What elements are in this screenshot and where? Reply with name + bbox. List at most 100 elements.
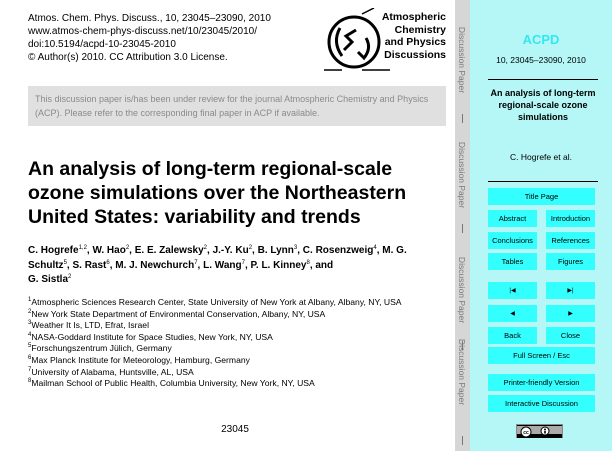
separator	[462, 114, 463, 123]
affiliation: 8Mailman School of Public Health, Columb…	[28, 378, 448, 390]
discussion-paper-strip: Discussion Paper Discussion Paper Discus…	[455, 0, 470, 451]
author-affiliation-index: 2	[203, 245, 207, 251]
affiliation-index: 2	[28, 308, 32, 315]
citation-header: Atmos. Chem. Phys. Discuss., 10, 23045–2…	[28, 12, 271, 64]
panel-citation: 10, 23045–23090, 2010	[496, 55, 586, 65]
logo-line: Atmospheric	[381, 11, 446, 23]
author-affiliation-index: 5	[63, 259, 67, 266]
author-affiliation-index: 4	[373, 245, 377, 251]
affiliation-text: University of Alabama, Huntsville, AL, U…	[31, 366, 194, 377]
separator	[462, 341, 463, 350]
author: E. E. Zalewsky2	[135, 245, 207, 256]
tables-button[interactable]: Tables	[488, 253, 537, 270]
affiliation: 2New York State Department of Environmen…	[28, 309, 448, 321]
author: P. L. Kinney8	[251, 260, 310, 271]
conclusions-button[interactable]: Conclusions	[488, 232, 537, 249]
author-affiliation-index: 3	[293, 245, 298, 251]
author: J.-Y. Ku2	[213, 245, 252, 256]
author: G. Sistla2	[28, 274, 71, 285]
author-affiliation-index: 7	[241, 259, 245, 266]
author-name: L. Wang	[203, 259, 242, 271]
divider	[488, 181, 598, 182]
review-notice: This discussion paper is/has been under …	[28, 86, 446, 126]
author-name: P. L. Kinney	[250, 259, 307, 271]
panel-authors: C. Hogrefe et al.	[510, 152, 572, 162]
previous-page-button[interactable]: ◀	[488, 305, 537, 322]
doi[interactable]: doi:10.5194/acpd-10-23045-2010	[28, 39, 176, 50]
affiliation-text: Max Planck Institute for Meteorology, Ha…	[31, 354, 250, 365]
affiliation: 5Forschungszentrum Jülich, Germany	[28, 343, 448, 355]
divider	[488, 79, 598, 80]
references-button[interactable]: References	[546, 232, 595, 249]
affiliation-text: NASA-Goddard Institute for Space Studies…	[31, 331, 273, 342]
back-button[interactable]: Back	[488, 327, 537, 344]
author-name: B. Lynn	[257, 245, 294, 256]
separator	[462, 436, 463, 445]
journal-url[interactable]: www.atmos-chem-phys-discuss.net/10/23045…	[28, 26, 258, 37]
printer-friendly-button[interactable]: Printer-friendly Version	[488, 374, 595, 391]
strip-label: Discussion Paper	[457, 26, 468, 94]
last-page-button[interactable]: ▶|	[546, 282, 595, 299]
strip-label: Discussion Paper	[457, 338, 468, 406]
page-number: 23045	[221, 424, 249, 435]
strip-label: Discussion Paper	[457, 141, 468, 209]
affiliation: 7University of Alabama, Huntsville, AL, …	[28, 367, 448, 379]
abstract-button[interactable]: Abstract	[488, 210, 537, 227]
author: M. G. Schultz5	[28, 245, 407, 271]
author-list: C. Hogrefe1,2, W. Hao2, E. E. Zalewsky2,…	[28, 245, 407, 285]
journal-logo: Atmospheric Chemistry and Physics Discus…	[322, 8, 448, 74]
affiliation-text: Weather It Is, LTD, Efrat, Israel	[31, 320, 149, 331]
and-word: and	[315, 259, 334, 271]
affiliation-index: 7	[28, 366, 32, 373]
figures-button[interactable]: Figures	[546, 253, 595, 270]
egu-globe-icon	[324, 8, 390, 71]
author-affiliation-index: 2	[125, 245, 130, 251]
paper-title: An analysis of long-term regional-scale …	[28, 158, 407, 228]
interactive-discussion-button[interactable]: Interactive Discussion	[488, 395, 595, 412]
affiliation: 6Max Planck Institute for Meteorology, H…	[28, 355, 448, 367]
affiliation-index: 3	[28, 320, 32, 327]
affiliation-text: Forschungszentrum Jülich, Germany	[31, 343, 172, 354]
author: M. J. Newchurch7	[115, 260, 197, 271]
author-name: C. Rosenzweig	[302, 245, 374, 256]
author-name: J.-Y. Ku	[212, 245, 249, 256]
first-page-button[interactable]: |◀	[488, 282, 537, 299]
author: S. Rast6	[72, 260, 109, 271]
title-page-button[interactable]: Title Page	[488, 188, 595, 205]
author: W. Hao2	[92, 245, 129, 256]
author-name: E. E. Zalewsky	[134, 245, 204, 256]
cc-by-license-badge[interactable]: cc	[516, 424, 563, 438]
affiliation: 1Atmospheric Sciences Research Center, S…	[28, 297, 448, 309]
logo-line: and Physics	[384, 36, 446, 48]
affiliation-index: 6	[28, 354, 32, 361]
svg-text:cc: cc	[523, 430, 529, 436]
affiliation: 4NASA-Goddard Institute for Space Studie…	[28, 332, 448, 344]
author-affiliation-index: 8	[306, 259, 310, 266]
author-affiliation-index: 1,2	[78, 245, 87, 251]
full-screen-button[interactable]: Full Screen / Esc	[488, 347, 595, 364]
author-affiliation-index: 6	[106, 259, 110, 266]
affiliation-text: New York State Department of Environment…	[31, 308, 326, 319]
affiliation-text: Atmospheric Sciences Research Center, St…	[31, 297, 402, 307]
author-affiliation-index: 2	[68, 274, 72, 280]
affiliation-list: 1Atmospheric Sciences Research Center, S…	[28, 297, 448, 390]
affiliation-index: 1	[28, 297, 32, 303]
author-name: S. Rast	[72, 259, 107, 271]
introduction-button[interactable]: Introduction	[546, 210, 595, 227]
affiliation-index: 4	[28, 331, 32, 338]
affiliation: 3Weather It Is, LTD, Efrat, Israel	[28, 320, 448, 332]
author: C. Hogrefe1,2	[28, 245, 87, 256]
close-button[interactable]: Close	[546, 327, 595, 344]
author-name: M. J. Newchurch	[115, 259, 195, 271]
author-name: G. Sistla	[28, 274, 69, 285]
author: L. Wang7	[203, 260, 245, 271]
author-affiliation-index: 7	[194, 259, 198, 266]
logo-line: Chemistry	[394, 23, 446, 36]
affiliation-index: 5	[28, 343, 32, 350]
license: © Author(s) 2010. CC Attribution 3.0 Lic…	[28, 52, 228, 63]
author: B. Lynn3	[258, 245, 298, 256]
journal-citation: Atmos. Chem. Phys. Discuss., 10, 23045–2…	[28, 13, 271, 24]
panel-short-title: An analysis of long-term regional-scale …	[490, 88, 596, 122]
strip-label: Discussion Paper	[457, 256, 468, 324]
next-page-button[interactable]: ▶	[546, 305, 595, 322]
